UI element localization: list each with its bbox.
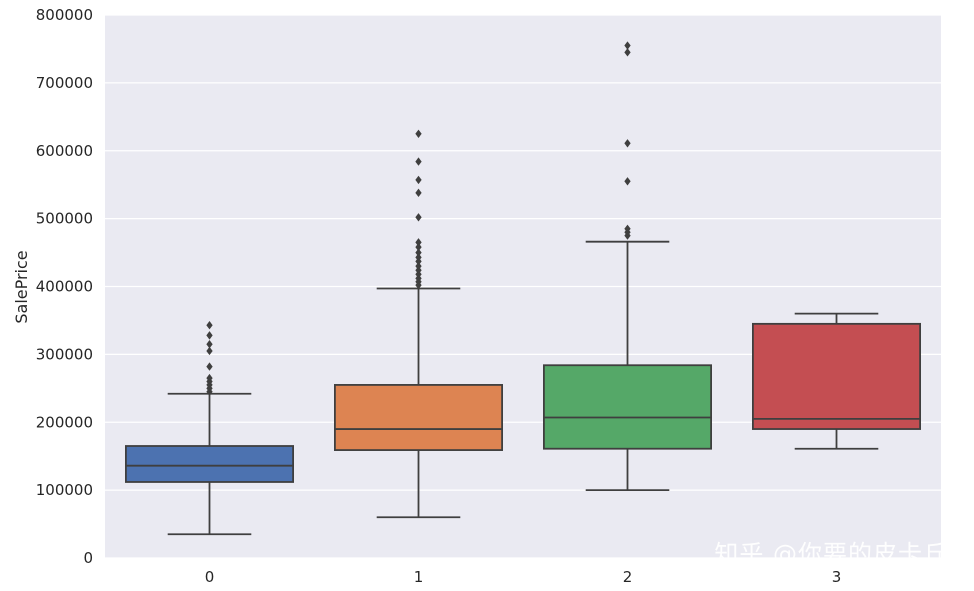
outlier-point [415, 213, 422, 222]
grid-lines [105, 14, 941, 559]
iqr-box [333, 384, 503, 451]
outlier-point [415, 253, 422, 262]
outlier-point [415, 261, 422, 271]
outlier-point [624, 41, 631, 50]
outlier-point [415, 188, 422, 198]
iqr-box [543, 364, 713, 450]
x-tick-label: 0 [205, 568, 215, 586]
y-tick-label: 300000 [36, 345, 93, 363]
outlier-point [415, 129, 422, 138]
outlier-point [624, 139, 631, 148]
y-tick-label: 500000 [36, 210, 93, 228]
box-group [543, 41, 713, 492]
outlier-point [415, 175, 422, 185]
outlier-point [415, 238, 422, 247]
x-tick-labels: 0 1 2 3 [205, 568, 842, 586]
y-tick-label: 600000 [36, 142, 93, 160]
outlier-point [624, 177, 631, 186]
outlier-point [415, 242, 422, 252]
y-tick-label: 200000 [36, 413, 93, 431]
outlier-point [206, 320, 213, 330]
x-tick-label: 3 [832, 568, 842, 586]
iqr-box [125, 445, 294, 483]
box-series [125, 41, 922, 536]
outlier-point [206, 331, 213, 340]
outlier-point [206, 362, 213, 371]
y-tick-label: 800000 [36, 6, 93, 24]
x-tick-label: 1 [414, 568, 424, 586]
box-group [752, 312, 922, 450]
outlier-point [415, 157, 422, 166]
box-group [333, 129, 503, 519]
x-tick-label: 2 [623, 568, 633, 586]
outlier-point [624, 224, 631, 234]
outlier-point [415, 248, 422, 257]
y-tick-label: 400000 [36, 278, 93, 296]
y-tick-labels: 0 100000 200000 300000 400000 500000 600000 700… [36, 6, 93, 567]
outlier-point [206, 339, 213, 349]
box-group [125, 320, 294, 536]
outlier-point [624, 48, 631, 57]
y-tick-label: 0 [83, 549, 93, 567]
outlier-point [206, 373, 213, 383]
y-tick-label: 100000 [36, 481, 93, 499]
y-axis-label: SalePrice [12, 250, 31, 323]
watermark-text: 知乎 @你要的皮卡丘 [714, 540, 948, 568]
iqr-box [752, 322, 922, 430]
y-tick-label: 700000 [36, 74, 93, 92]
outlier-point [206, 346, 213, 356]
